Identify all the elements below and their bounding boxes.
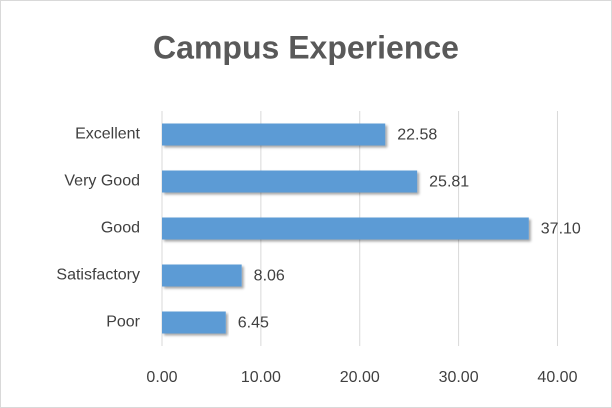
data-label: 8.06: [254, 268, 285, 285]
bar: [162, 311, 226, 334]
y-tick-label: Good: [101, 220, 140, 237]
data-label: 6.45: [238, 315, 269, 332]
x-tick-label: 0.00: [146, 369, 177, 386]
x-tick-label: 30.00: [439, 369, 479, 386]
bar: [162, 217, 529, 240]
bar: [162, 123, 386, 146]
bar: [162, 264, 242, 287]
data-label: 37.10: [541, 221, 581, 238]
y-tick-label: Poor: [106, 314, 140, 331]
y-tick-label: Excellent: [75, 126, 140, 143]
bar: [162, 170, 418, 193]
y-tick-label: Satisfactory: [56, 267, 140, 284]
x-tick-label: 40.00: [537, 369, 577, 386]
data-label: 25.81: [429, 174, 469, 191]
x-tick-label: 20.00: [340, 369, 380, 386]
x-tick-label: 10.00: [241, 369, 281, 386]
chart-title: Campus Experience: [153, 29, 459, 65]
y-tick-label: Very Good: [64, 173, 140, 190]
data-label: 22.58: [397, 127, 437, 144]
